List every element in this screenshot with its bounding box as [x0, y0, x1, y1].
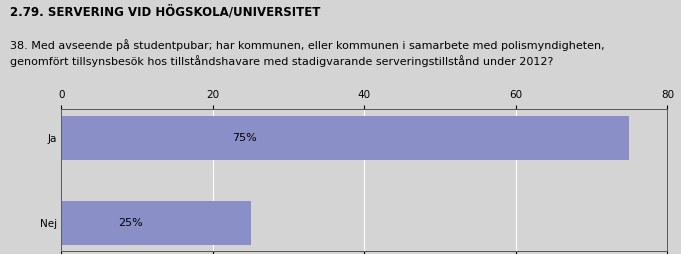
Bar [61, 116, 629, 160]
Bar [61, 201, 251, 245]
Text: 2.79. SERVERING VID HÖGSKOLA/UNIVERSITET: 2.79. SERVERING VID HÖGSKOLA/UNIVERSITET [10, 5, 321, 18]
Text: 25%: 25% [118, 218, 143, 228]
Text: 75%: 75% [232, 133, 257, 143]
Text: 38. Med avseende på studentpubar; har kommunen, eller kommunen i samarbete med p: 38. Med avseende på studentpubar; har ko… [10, 39, 605, 67]
